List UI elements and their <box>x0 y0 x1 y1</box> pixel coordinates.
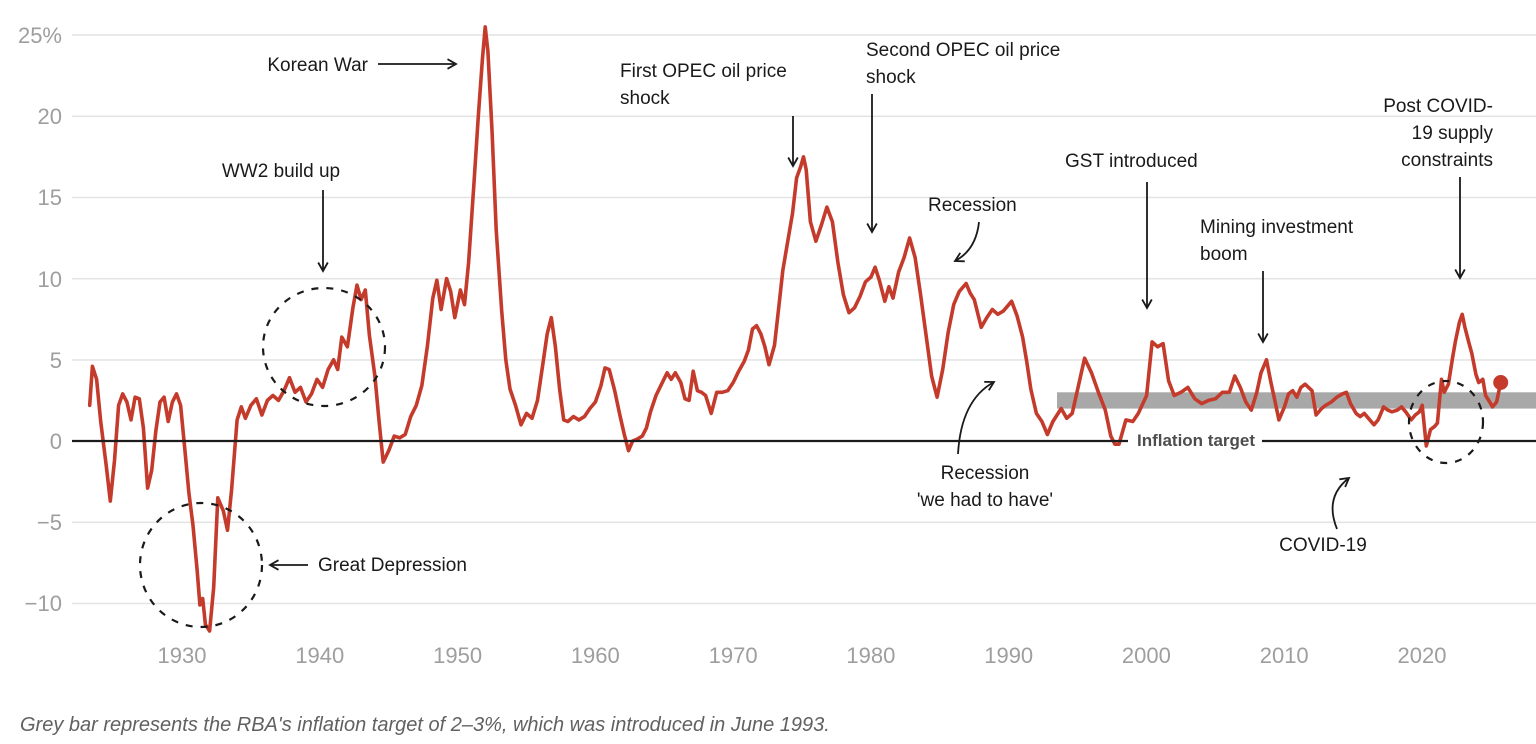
annotation-second-opec: Second OPEC oil price shock <box>866 40 1060 88</box>
annotation-mining-boom: Mining investment boom <box>1200 217 1354 265</box>
y-axis-labels: 25% 20 15 10 5 0 −5 −10 <box>18 23 62 616</box>
x-tick-2000: 2000 <box>1122 643 1171 668</box>
event-circles <box>138 286 1485 629</box>
arrow-covid19 <box>1331 476 1351 530</box>
x-tick-1960: 1960 <box>571 643 620 668</box>
y-tick-15: 15 <box>38 185 62 210</box>
y-tick-10: 10 <box>38 267 62 292</box>
circle-great-depression <box>138 501 264 629</box>
x-tick-1970: 1970 <box>709 643 758 668</box>
annotation-great-depression: Great Depression <box>318 555 467 576</box>
svg-text:Recession: Recession <box>941 463 1030 484</box>
svg-text:Mining investment: Mining investment <box>1200 217 1354 238</box>
inflation-target-band <box>1057 392 1536 409</box>
svg-text:boom: boom <box>1200 244 1248 265</box>
svg-text:Second OPEC oil price: Second OPEC oil price <box>866 40 1060 61</box>
arrow-recession-we-had-to-have <box>957 380 996 455</box>
svg-text:First OPEC oil price: First OPEC oil price <box>620 61 787 82</box>
svg-text:Post COVID-: Post COVID- <box>1383 96 1493 117</box>
footnote: Grey bar represents the RBA's inflation … <box>20 714 830 736</box>
svg-text:19 supply: 19 supply <box>1412 123 1494 144</box>
x-tick-2010: 2010 <box>1260 643 1309 668</box>
y-tick-5: 5 <box>50 348 62 373</box>
inflation-line <box>87 25 1503 633</box>
annotation-covid19: COVID-19 <box>1279 535 1367 556</box>
annotation-arrows <box>268 58 1466 571</box>
y-tick-neg5: −5 <box>37 510 62 535</box>
y-tick-25: 25% <box>18 23 62 48</box>
annotation-ww2-buildup: WW2 build up <box>222 161 340 182</box>
annotation-post-covid: Post COVID- 19 supply constraints <box>1383 96 1493 171</box>
gridlines <box>72 34 1536 605</box>
x-tick-1930: 1930 <box>158 643 207 668</box>
arrow-recession-1980s <box>953 221 980 263</box>
annotation-recession-we-had-to-have: Recession 'we had to have' <box>917 463 1053 511</box>
x-tick-1940: 1940 <box>295 643 344 668</box>
annotation-first-opec: First OPEC oil price shock <box>620 61 787 109</box>
y-tick-20: 20 <box>38 104 62 129</box>
circle-ww2-buildup <box>261 286 387 408</box>
circle-covid19 <box>1407 379 1485 465</box>
latest-value-dot <box>1493 375 1509 390</box>
svg-text:'we had to have': 'we had to have' <box>917 490 1053 511</box>
inflation-target-label: Inflation target <box>1137 431 1255 450</box>
annotation-recession-1980s: Recession <box>928 195 1017 216</box>
y-tick-0: 0 <box>50 429 62 454</box>
x-tick-2020: 2020 <box>1398 643 1447 668</box>
x-tick-1950: 1950 <box>433 643 482 668</box>
svg-text:constraints: constraints <box>1401 150 1493 171</box>
annotation-korean-war: Korean War <box>267 55 368 76</box>
annotation-texts: Korean War WW2 build up Great Depression… <box>222 40 1494 576</box>
svg-text:shock: shock <box>866 67 916 88</box>
y-tick-neg10: −10 <box>25 591 62 616</box>
x-axis-labels: 1930 1940 1950 1960 1970 1980 1990 2000 … <box>158 643 1447 668</box>
annotation-gst: GST introduced <box>1065 151 1198 172</box>
svg-text:shock: shock <box>620 88 670 109</box>
x-tick-1990: 1990 <box>984 643 1033 668</box>
x-tick-1980: 1980 <box>846 643 895 668</box>
